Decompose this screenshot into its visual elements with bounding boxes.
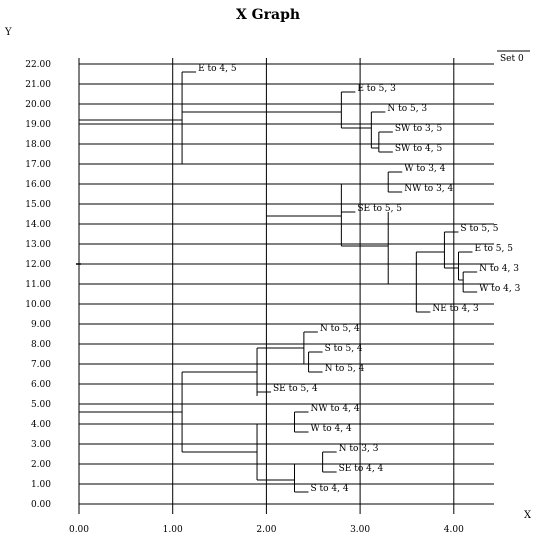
x-tick-label: 1.00 [163,525,183,535]
leaf-label: W to 4, 3 [479,284,520,294]
y-tick-label: 9.00 [31,320,51,330]
x-axis-label: X [524,510,532,521]
y-tick-label: 3.00 [31,440,51,450]
y-tick-label: 14.00 [25,220,51,230]
leaf-label: SE to 4, 4 [339,464,384,474]
leaf-label: SE to 5, 5 [357,204,402,214]
y-tick-label: 22.00 [25,60,51,70]
leaf-label: SW to 4, 5 [395,144,443,154]
y-axis-label: Y [4,27,12,38]
x-tick-label: 2.00 [256,525,276,535]
y-tick-label: 18.00 [25,140,51,150]
y-tick-label: 16.00 [25,180,51,190]
leaf-label: N to 5, 4 [325,364,365,374]
y-tick-label: 21.00 [25,80,51,90]
y-tick-label: 0.00 [31,500,51,510]
leaf-label: E to 5, 5 [474,244,513,254]
x-tick-label: 3.00 [350,525,370,535]
leaf-label: NW to 3, 4 [404,184,453,194]
y-tick-label: 13.00 [25,240,51,250]
leaf-label: NW to 4, 4 [311,404,360,414]
y-tick-label: 6.00 [31,380,51,390]
leaf-label: N to 3, 3 [339,444,379,454]
y-tick-label: 10.00 [25,300,51,310]
legend-label: Set 0 [500,54,524,64]
y-tick-label: 12.00 [25,260,51,270]
y-tick-label: 17.00 [25,160,51,170]
leaf-label: N to 4, 3 [479,264,519,274]
leaf-label: NE to 4, 3 [432,304,479,314]
leaf-label: W to 3, 4 [404,164,445,174]
y-tick-label: 1.00 [31,480,51,490]
tree-links [78,72,464,492]
leaf-label: SE to 5, 4 [273,384,318,394]
x-tick-label: 4.00 [444,525,464,535]
leaf-labels: E to 4, 5 E to 5, 3 N to 5, 3 SW to 3, 5 SW … [182,64,521,494]
y-tick-label: 5.00 [31,400,51,410]
leaf-label: N to 5, 3 [387,104,427,114]
y-tick-label: 2.00 [31,460,51,470]
y-tick-label: 15.00 [25,200,51,210]
leaf-label: E to 4, 5 [198,64,237,74]
leaf-label: W to 4, 4 [311,424,352,434]
axis-tick-labels: 0.00 1.00 2.00 3.00 4.00 5.00 6.00 7.00 8.00 9.00… [25,60,464,535]
y-tick-label: 7.00 [31,360,51,370]
y-tick-label: 20.00 [25,100,51,110]
leaf-label: S to 4, 4 [311,484,349,494]
leaf-label: SW to 3, 5 [395,124,443,134]
y-tick-label: 4.00 [31,420,51,430]
leaf-label: N to 5, 4 [320,324,360,334]
leaf-label: S to 5, 5 [460,224,498,234]
leaf-label: E to 5, 3 [357,84,396,94]
leaf-label: S to 5, 4 [325,344,363,354]
y-tick-label: 19.00 [25,120,51,130]
chart-title: X Graph [236,7,300,23]
y-tick-label: 11.00 [25,280,51,290]
x-tick-label: 0.00 [69,525,89,535]
y-tick-label: 8.00 [31,340,51,350]
